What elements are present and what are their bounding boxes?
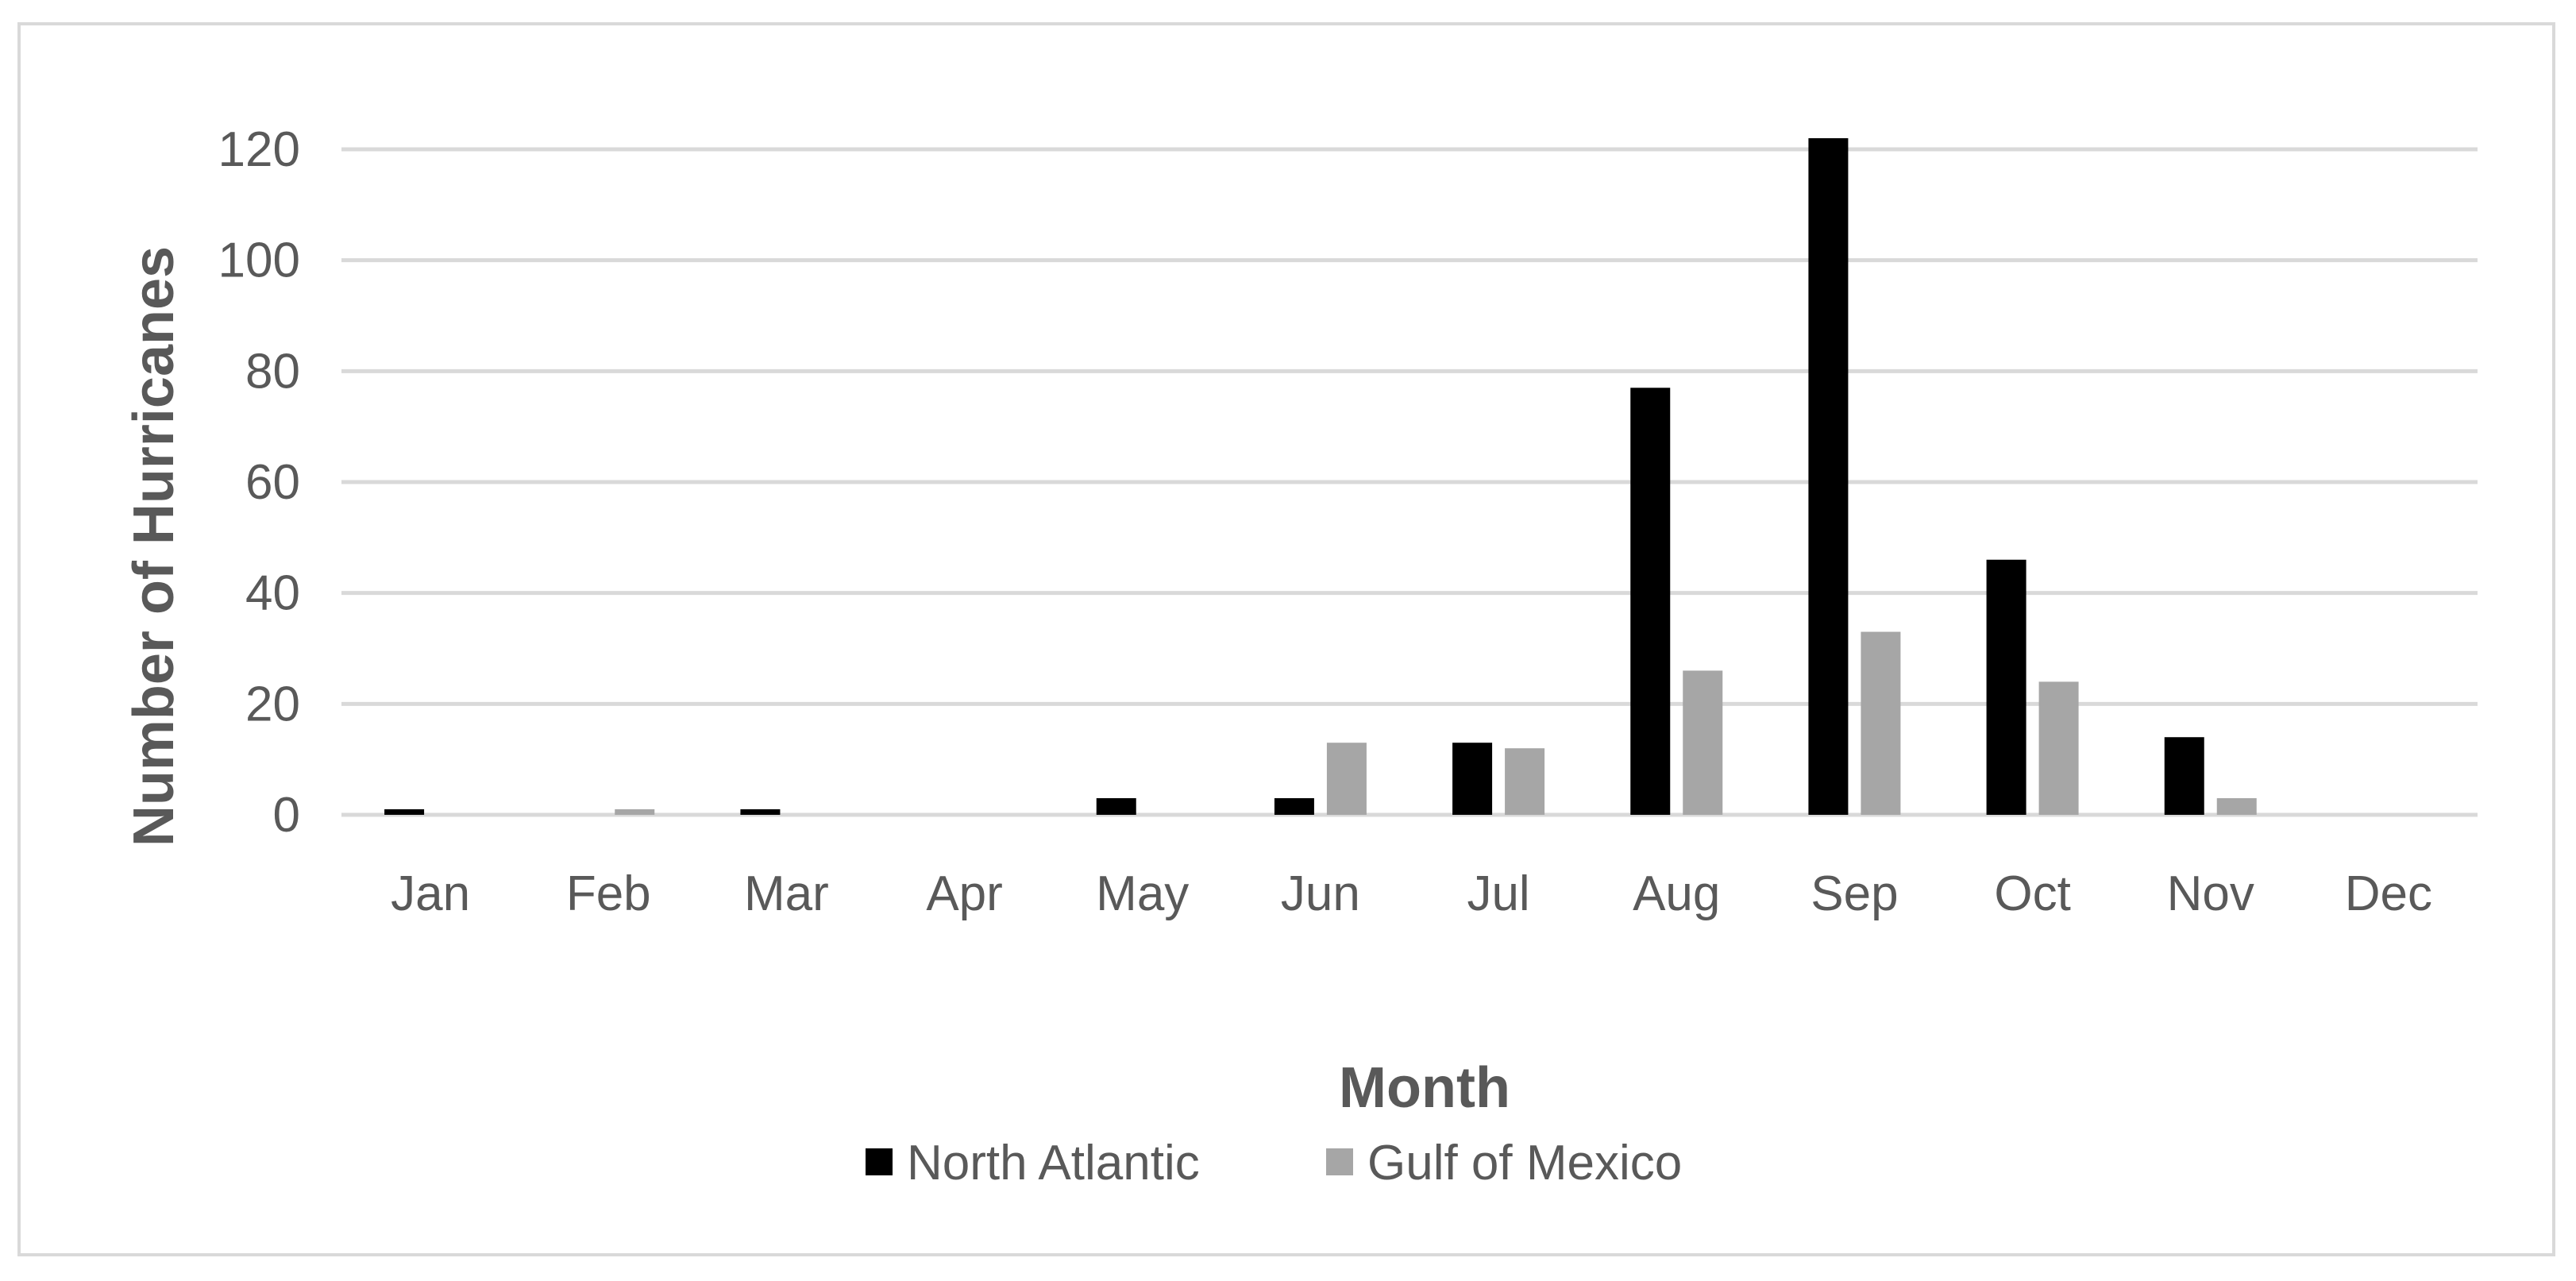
bar-north-atlantic-jan (384, 809, 425, 815)
legend: North Atlantic Gulf of Mexico (866, 1136, 1682, 1190)
chart-frame (17, 22, 2555, 1256)
x-tick-label: May (1096, 866, 1189, 921)
legend-swatch-north-atlantic (866, 1148, 893, 1175)
bar-gulf-of-mexico-jul (1505, 748, 1545, 815)
bar-north-atlantic-sep (1808, 138, 1849, 816)
x-tick-label: Jul (1467, 866, 1529, 921)
x-tick-label: Nov (2167, 866, 2254, 921)
bar-gulf-of-mexico-nov (2216, 798, 2257, 815)
y-axis-title: Number of Hurricanes (122, 246, 186, 847)
legend-label-gulf-of-mexico: Gulf of Mexico (1367, 1136, 1682, 1190)
bar-north-atlantic-may (1096, 798, 1136, 815)
bar-north-atlantic-oct (1986, 559, 2026, 815)
gridlines (341, 147, 2478, 817)
bar-north-atlantic-mar (740, 809, 781, 815)
y-tick-label: 20 (245, 677, 300, 731)
y-tick-label: 80 (245, 344, 300, 399)
y-tick-label: 120 (218, 122, 300, 177)
y-tick-label: 40 (245, 566, 300, 621)
bar-gulf-of-mexico-sep (1861, 631, 1901, 815)
x-tick-label: Oct (1994, 866, 2070, 921)
y-axis-ticks: 0 20 40 60 80 100 120 (218, 122, 300, 843)
bars (384, 138, 2257, 816)
x-tick-label: Mar (744, 866, 829, 921)
x-tick-label: Dec (2345, 866, 2432, 921)
bar-gulf-of-mexico-feb (615, 809, 655, 815)
y-tick-label: 60 (245, 455, 300, 510)
x-tick-label: Sep (1811, 866, 1898, 921)
bar-gulf-of-mexico-aug (1683, 670, 1723, 815)
x-tick-label: Jun (1281, 866, 1360, 921)
bar-gulf-of-mexico-oct (2038, 681, 2079, 815)
bar-north-atlantic-jun (1274, 798, 1314, 815)
bar-north-atlantic-jul (1452, 743, 1493, 815)
x-tick-label: Jan (391, 866, 470, 921)
x-tick-label: Aug (1633, 866, 1720, 921)
x-tick-label: Apr (926, 866, 1002, 921)
x-tick-label: Feb (566, 866, 651, 921)
y-tick-label: 100 (218, 233, 300, 288)
bar-north-atlantic-aug (1630, 388, 1671, 815)
legend-swatch-gulf-of-mexico (1326, 1148, 1353, 1175)
x-axis-ticks: Jan Feb Mar Apr May Jun Jul Aug Sep Oct Nov Dec (391, 866, 2432, 921)
x-axis-title: Month (1339, 1056, 1510, 1120)
y-tick-label: 0 (273, 788, 300, 843)
legend-label-north-atlantic: North Atlantic (907, 1136, 1200, 1190)
bar-gulf-of-mexico-jun (1326, 743, 1367, 815)
bar-north-atlantic-nov (2164, 737, 2204, 815)
